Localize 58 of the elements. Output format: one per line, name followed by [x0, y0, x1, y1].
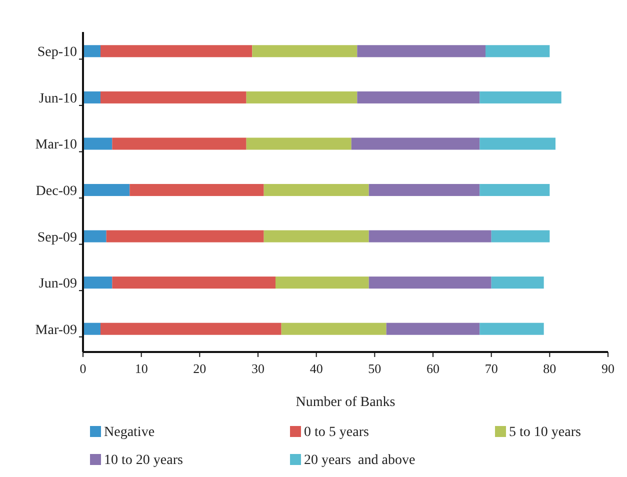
bar — [112, 276, 276, 289]
y-tick-label: Jun-09 — [38, 276, 77, 292]
bar — [100, 45, 252, 58]
bar — [486, 45, 550, 58]
bar — [130, 184, 264, 196]
bar — [281, 322, 386, 335]
y-tick-label: Dec-09 — [36, 184, 77, 199]
y-tick-label: Sep-10 — [37, 45, 77, 60]
x-tick-label: 30 — [252, 361, 264, 376]
y-tick-label: Mar-10 — [35, 138, 77, 153]
bar — [83, 184, 130, 196]
legend-label: 10 to 20 years — [104, 453, 183, 468]
x-tick-label: 40 — [310, 361, 323, 376]
bar — [480, 91, 562, 104]
bar — [100, 322, 282, 335]
bar — [480, 184, 550, 196]
bar — [368, 276, 492, 289]
legend-label: 5 to 10 years — [509, 425, 581, 440]
y-tick-label: Jun-10 — [38, 91, 77, 106]
y-tick-label: Sep-09 — [37, 230, 77, 246]
bar — [83, 276, 112, 289]
x-tick-label: 70 — [484, 361, 498, 376]
bar — [368, 230, 492, 242]
bar — [246, 91, 358, 104]
bar — [83, 45, 100, 58]
bar — [357, 45, 486, 58]
x-tick-label: 0 — [80, 361, 86, 376]
legend-label: Negative — [104, 425, 155, 440]
x-tick-label: 20 — [193, 361, 206, 376]
x-axis-title: Number of Banks — [296, 395, 396, 410]
bar — [106, 230, 264, 242]
bar — [491, 276, 544, 289]
x-tick-label: 10 — [134, 361, 148, 376]
bar — [264, 230, 369, 242]
bar — [368, 184, 480, 196]
legend-label: 20 years and above — [304, 453, 416, 468]
bar — [480, 138, 556, 150]
bar — [252, 45, 358, 58]
bar — [351, 138, 480, 150]
bar — [246, 138, 352, 150]
bar — [480, 322, 544, 335]
x-tick-label: 60 — [426, 361, 440, 376]
bar — [491, 230, 550, 242]
bar — [264, 184, 369, 196]
bar — [83, 138, 112, 150]
x-tick-label: 80 — [543, 361, 556, 376]
bar — [112, 138, 246, 150]
y-tick-label: Mar-09 — [35, 322, 77, 338]
legend-label: 0 to 5 years — [304, 425, 369, 440]
x-tick-label: 90 — [602, 361, 614, 376]
bar — [83, 322, 100, 335]
bar — [386, 322, 480, 335]
bar — [83, 230, 106, 242]
bar — [276, 276, 369, 289]
x-tick-label: 50 — [368, 361, 382, 376]
bar — [83, 91, 100, 104]
bar — [357, 91, 480, 104]
bar — [100, 91, 246, 104]
